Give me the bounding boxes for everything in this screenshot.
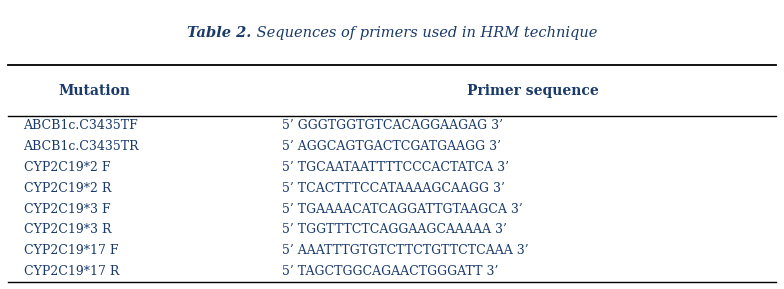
Text: Primer sequence: Primer sequence	[467, 84, 599, 98]
Text: 5’ TGCAATAATTTTCCCACTATCA 3’: 5’ TGCAATAATTTTCCCACTATCA 3’	[282, 161, 510, 174]
Text: 5’ TCACTTTCCATAAAAGCAAGG 3’: 5’ TCACTTTCCATAAAAGCAAGG 3’	[282, 182, 505, 195]
Text: CYP2C19*2 R: CYP2C19*2 R	[24, 182, 111, 195]
Text: CYP2C19*2 F: CYP2C19*2 F	[24, 161, 110, 174]
Text: CYP2C19*3 F: CYP2C19*3 F	[24, 203, 110, 216]
Text: CYP2C19*3 R: CYP2C19*3 R	[24, 223, 111, 236]
Text: ABCB1c.C3435TF: ABCB1c.C3435TF	[24, 119, 138, 132]
Text: Mutation: Mutation	[58, 84, 130, 98]
Text: 5’ TAGCTGGCAGAACTGGGATT 3’: 5’ TAGCTGGCAGAACTGGGATT 3’	[282, 265, 499, 278]
Text: CYP2C19*17 F: CYP2C19*17 F	[24, 244, 118, 257]
Text: 5’ AAATTTGTGTCTTCTGTTCTCAAA 3’: 5’ AAATTTGTGTCTTCTGTTCTCAAA 3’	[282, 244, 529, 257]
Text: CYP2C19*17 R: CYP2C19*17 R	[24, 265, 119, 278]
Text: Sequences of primers used in HRM technique: Sequences of primers used in HRM techniq…	[252, 26, 597, 40]
Text: ABCB1c.C3435TR: ABCB1c.C3435TR	[24, 140, 139, 153]
Text: 5’ AGGCAGTGACTCGATGAAGG 3’: 5’ AGGCAGTGACTCGATGAAGG 3’	[282, 140, 501, 153]
Text: 5’ TGAAAACATCAGGATTGTAAGCA 3’: 5’ TGAAAACATCAGGATTGTAAGCA 3’	[282, 203, 523, 216]
Text: 5’ GGGTGGTGTCACAGGAAGAG 3’: 5’ GGGTGGTGTCACAGGAAGAG 3’	[282, 119, 503, 132]
Text: Table 2.: Table 2.	[187, 26, 252, 40]
Text: 5’ TGGTTTCTCAGGAAGCAAAAA 3’: 5’ TGGTTTCTCAGGAAGCAAAAA 3’	[282, 223, 507, 236]
